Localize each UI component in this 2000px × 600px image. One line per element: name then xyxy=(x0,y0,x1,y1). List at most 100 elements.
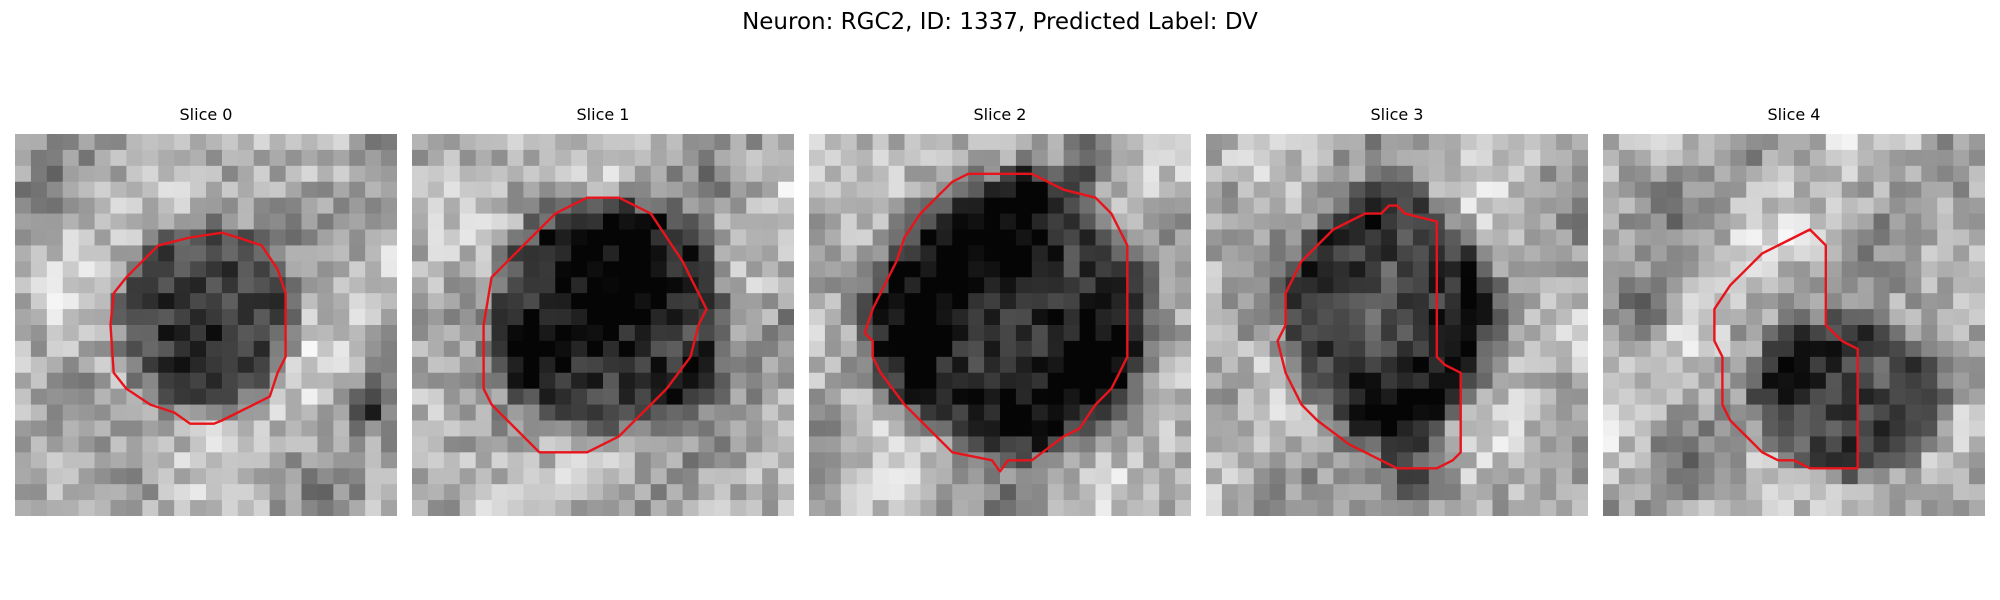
image-pixel xyxy=(1603,420,1620,437)
image-pixel xyxy=(221,134,239,151)
image-pixel xyxy=(650,229,668,246)
image-pixel xyxy=(1841,372,1859,390)
image-pixel xyxy=(1095,452,1112,469)
image-pixel xyxy=(698,229,715,246)
image-pixel xyxy=(555,325,572,342)
image-pixel xyxy=(1365,372,1382,390)
image-pixel xyxy=(984,181,1001,199)
image-pixel xyxy=(475,134,492,151)
image-pixel xyxy=(1603,197,1620,214)
image-pixel xyxy=(301,229,318,246)
image-pixel xyxy=(1333,277,1350,294)
image-pixel xyxy=(1047,181,1065,199)
image-pixel xyxy=(15,484,32,501)
image-pixel xyxy=(475,468,492,485)
image-pixel xyxy=(698,165,715,183)
image-pixel xyxy=(1921,149,1938,167)
image-pixel xyxy=(1746,277,1763,294)
image-pixel xyxy=(1778,420,1795,437)
image-pixel xyxy=(158,277,175,294)
image-pixel xyxy=(1221,309,1239,326)
image-pixel xyxy=(285,245,302,262)
image-pixel xyxy=(1524,181,1541,199)
image-pixel xyxy=(1492,325,1509,342)
image-pixel xyxy=(824,277,842,294)
image-pixel xyxy=(1540,420,1557,437)
image-pixel xyxy=(1079,452,1096,469)
image-pixel xyxy=(365,197,382,214)
image-pixel xyxy=(1540,134,1557,151)
image-pixel xyxy=(1921,420,1938,437)
slice-title: Slice 1 xyxy=(576,105,630,124)
image-pixel xyxy=(507,181,524,199)
image-pixel xyxy=(762,245,779,262)
image-pixel xyxy=(1873,197,1890,214)
image-pixel xyxy=(856,436,874,453)
image-pixel xyxy=(1905,404,1922,421)
image-pixel xyxy=(1905,181,1922,199)
image-pixel xyxy=(1444,388,1462,405)
image-pixel xyxy=(1603,149,1620,167)
image-pixel xyxy=(920,245,937,262)
image-pixel xyxy=(1015,420,1033,437)
image-pixel xyxy=(94,149,111,167)
image-pixel xyxy=(78,325,95,342)
image-pixel xyxy=(904,452,921,469)
image-pixel xyxy=(1492,261,1509,278)
image-pixel xyxy=(952,500,969,516)
image-pixel xyxy=(1556,309,1573,326)
image-pixel xyxy=(888,436,905,453)
image-pixel xyxy=(824,229,842,246)
image-pixel xyxy=(1000,340,1017,358)
image-pixel xyxy=(571,500,588,516)
image-pixel xyxy=(1698,372,1715,390)
image-pixel xyxy=(587,245,604,262)
image-pixel xyxy=(952,309,969,326)
image-pixel xyxy=(1253,277,1271,294)
image-pixel xyxy=(587,388,604,405)
image-pixel xyxy=(1095,325,1112,342)
image-pixel xyxy=(507,340,524,358)
image-pixel xyxy=(920,309,937,326)
image-pixel xyxy=(888,277,905,294)
image-pixel xyxy=(237,181,255,199)
image-pixel xyxy=(714,181,731,199)
image-pixel xyxy=(1508,277,1525,294)
image-pixel xyxy=(1603,293,1620,310)
image-pixel xyxy=(1762,404,1779,421)
image-pixel xyxy=(698,372,715,390)
slice-image-4 xyxy=(1603,134,1985,516)
image-pixel xyxy=(1206,325,1223,342)
image-pixel xyxy=(1317,181,1334,199)
image-pixel xyxy=(1237,261,1255,278)
image-pixel xyxy=(365,229,382,246)
image-pixel xyxy=(110,484,127,501)
image-pixel xyxy=(888,340,905,358)
image-pixel xyxy=(984,134,1001,151)
image-pixel xyxy=(1111,436,1128,453)
image-pixel xyxy=(682,149,699,167)
image-pixel xyxy=(190,356,207,374)
image-pixel xyxy=(412,452,429,469)
image-pixel xyxy=(1476,293,1493,310)
image-pixel xyxy=(110,468,127,485)
image-pixel xyxy=(872,325,889,342)
image-pixel xyxy=(1015,229,1033,246)
image-pixel xyxy=(1889,197,1906,214)
image-pixel xyxy=(1666,372,1683,390)
image-pixel xyxy=(762,420,779,437)
image-pixel xyxy=(730,325,747,342)
image-pixel xyxy=(1000,277,1017,294)
image-pixel xyxy=(1572,165,1588,183)
image-pixel xyxy=(1333,452,1350,469)
image-pixel xyxy=(888,356,905,374)
image-pixel xyxy=(1682,404,1699,421)
image-pixel xyxy=(1349,181,1366,199)
image-pixel xyxy=(936,197,953,214)
image-pixel xyxy=(1317,500,1334,516)
image-pixel xyxy=(634,340,652,358)
image-pixel xyxy=(1349,452,1366,469)
image-pixel xyxy=(1127,404,1144,421)
image-pixel xyxy=(618,388,636,405)
image-pixel xyxy=(1794,484,1811,501)
